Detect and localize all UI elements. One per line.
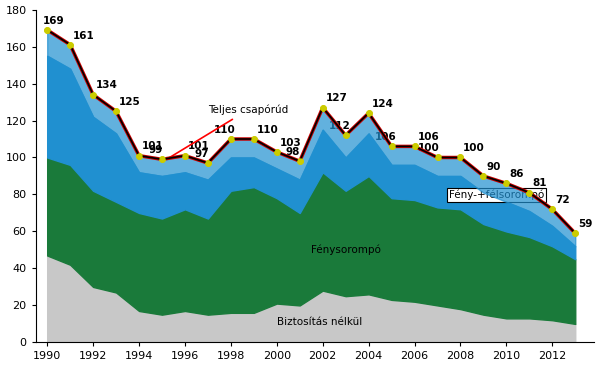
Text: 90: 90 bbox=[486, 162, 501, 172]
Text: 86: 86 bbox=[509, 169, 523, 179]
Text: 106: 106 bbox=[375, 132, 397, 142]
Text: 110: 110 bbox=[214, 125, 236, 135]
Text: Teljes csapórúd: Teljes csapórúd bbox=[169, 105, 288, 158]
Text: 161: 161 bbox=[73, 30, 95, 40]
Text: Fénysorompó: Fénysorompó bbox=[311, 245, 381, 255]
Text: Fény-+félsorompó: Fény-+félsorompó bbox=[449, 190, 545, 200]
Text: 99: 99 bbox=[148, 145, 162, 155]
Text: 134: 134 bbox=[96, 80, 118, 90]
Text: 106: 106 bbox=[417, 132, 439, 142]
Text: 59: 59 bbox=[578, 219, 593, 229]
Text: 110: 110 bbox=[257, 125, 278, 135]
Text: 169: 169 bbox=[43, 16, 65, 26]
Text: 97: 97 bbox=[194, 149, 209, 159]
Text: 72: 72 bbox=[555, 195, 570, 205]
Text: 81: 81 bbox=[532, 178, 547, 189]
Text: 103: 103 bbox=[279, 138, 301, 148]
Text: 125: 125 bbox=[119, 97, 141, 107]
Text: 100: 100 bbox=[418, 143, 440, 153]
Text: 98: 98 bbox=[286, 147, 300, 157]
Text: 112: 112 bbox=[329, 121, 351, 131]
Text: 101: 101 bbox=[188, 141, 210, 152]
Text: Biztosítás nélkül: Biztosítás nélkül bbox=[277, 317, 362, 327]
Text: 127: 127 bbox=[326, 93, 347, 103]
Text: 100: 100 bbox=[463, 143, 485, 153]
Text: 101: 101 bbox=[142, 141, 163, 152]
Text: 124: 124 bbox=[371, 99, 393, 109]
